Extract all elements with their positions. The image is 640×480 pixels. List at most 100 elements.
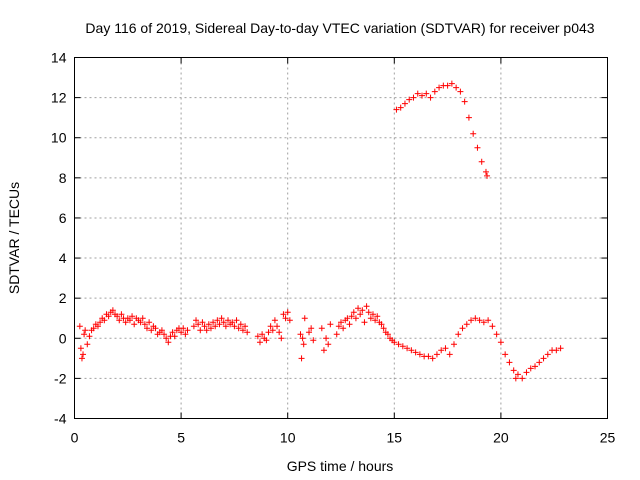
data-point [197,327,204,334]
data-point [540,355,547,362]
data-point [453,84,460,91]
chart-title: Day 116 of 2019, Sidereal Day-to-day VTE… [85,20,594,36]
data-point [416,351,423,358]
y-tick-label: 0 [59,330,67,346]
data-point [374,313,381,320]
data-point [282,315,289,322]
data-point [265,329,272,336]
data-point [242,323,249,330]
data-point [199,319,206,326]
data-point [380,325,387,332]
y-tick-label: -4 [54,411,67,427]
data-point [310,337,317,344]
data-point [340,325,347,332]
data-point [220,319,227,326]
data-point [320,347,327,354]
data-point [363,303,370,310]
data-point [527,365,534,372]
data-point [81,331,88,338]
data-point [544,351,551,358]
data-point [357,311,364,318]
data-point [433,351,440,358]
data-point [143,325,150,332]
data-point [254,333,261,340]
data-point [444,82,451,89]
data-point [131,321,138,328]
data-point [489,323,496,330]
x-tick-label: 5 [177,430,185,446]
data-point [139,315,146,322]
data-point [369,311,376,318]
data-point [193,317,200,324]
data-point [463,321,470,328]
data-point [80,351,87,358]
x-tick-label: 25 [600,430,616,446]
y-tick-label: 14 [51,50,67,66]
data-point [297,331,304,338]
data-point [259,331,266,338]
data-point [355,305,362,312]
data-point [216,321,223,328]
data-point [94,323,101,330]
data-point [161,331,168,338]
grid [74,57,608,419]
data-point [553,347,560,354]
data-point [446,351,453,358]
data-point [90,325,97,332]
y-tick-label: 2 [59,290,67,306]
data-point [461,98,468,105]
data-point [171,333,178,340]
data-point [378,321,385,328]
data-point [101,317,108,324]
data-point [438,347,445,354]
data-point [470,130,477,137]
data-point [109,307,116,314]
data-point [523,369,530,376]
data-point [457,88,464,95]
data-point [333,331,340,338]
axis-ticks: 0 5 10 15 20 25 -4 -2 0 2 4 6 8 10 12 14 [51,50,616,446]
data-point [493,331,500,338]
data-point [412,349,419,356]
x-tick-label: 0 [71,430,79,446]
data-point [190,323,197,330]
data-point [82,327,89,334]
data-point [267,323,274,330]
data-point [225,317,232,324]
data-point [84,341,91,348]
data-point [367,315,374,322]
data-point [408,347,415,354]
data-point [391,339,398,346]
data-point [448,80,455,87]
data-point [201,323,208,330]
data-point [436,84,443,91]
data-point [478,158,485,165]
data-point [512,375,519,382]
data-point [350,309,357,316]
data-point [276,329,283,336]
data-point [410,94,417,101]
data-point [218,315,225,322]
data-point [482,168,489,175]
data-point [118,311,125,318]
data-point [300,341,307,348]
data-point [365,309,372,316]
data-point [361,319,368,326]
data-point [235,325,242,332]
y-tick-label: 6 [59,210,67,226]
data-point [263,337,270,344]
data-point [359,307,366,314]
data-point [425,353,432,360]
data-point [502,351,509,358]
data-point [476,317,483,324]
data-point [244,329,251,336]
data-point [423,90,430,97]
data-point [557,345,564,352]
data-point [395,341,402,348]
data-point [212,323,219,330]
data-point [427,94,434,101]
y-tick-label: 10 [51,130,67,146]
data-point [306,329,313,336]
data-point [393,106,400,113]
